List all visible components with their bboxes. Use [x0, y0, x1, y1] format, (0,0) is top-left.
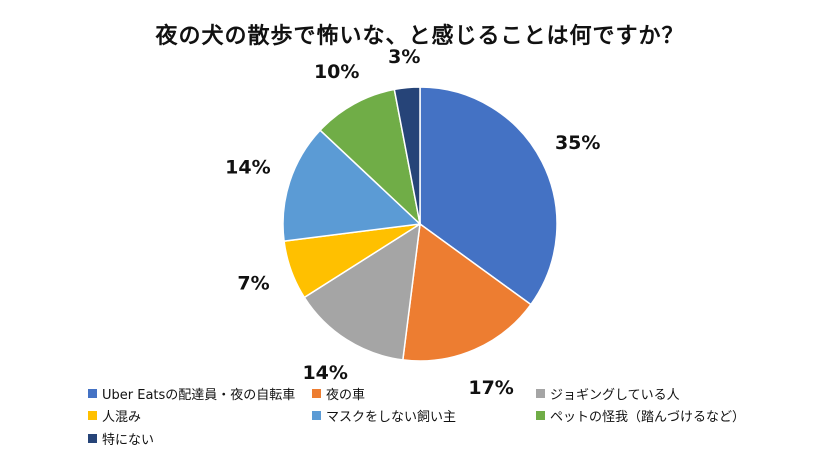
data-label-6: 10% [314, 61, 359, 83]
legend-label-1: Uber Eatsの配達員・夜の自転車 [102, 388, 296, 403]
data-label-5: 14% [225, 157, 270, 179]
data-label-1: 35% [555, 132, 600, 154]
legend-swatch-5 [312, 411, 321, 420]
chart-title: 夜の犬の散歩で怖いな、と感じることは何ですか？ [155, 24, 685, 49]
pie-slice-6 [319, 88, 422, 227]
data-label-4: 7% [237, 273, 269, 295]
pie-slice-5 [282, 129, 422, 243]
legend-item-1: Uber Eatsの配達員・夜の自転車 [88, 384, 295, 403]
data-label-7: 3% [388, 46, 420, 68]
legend-swatch-4 [88, 411, 97, 420]
legend-label-7: 特にない [102, 433, 155, 448]
legend-label-3: ジョギングしている人 [550, 388, 680, 403]
pie-slice-2 [401, 222, 532, 362]
legend-item-6: ペットの怪我（踏んづけるなど） [536, 406, 745, 425]
legend-label-5: マスクをしない飼い主 [326, 410, 457, 425]
data-label-2: 17% [468, 377, 513, 399]
legend-swatch-2 [312, 389, 321, 398]
legend-label-6: ペットの怪我（踏んづけるなど） [550, 410, 746, 425]
legend-swatch-3 [536, 389, 545, 398]
pie-slice-7 [393, 86, 421, 225]
legend-item-4: 人混み [88, 406, 141, 425]
data-label-3: 14% [302, 362, 347, 384]
legend-item-2: 夜の車 [312, 384, 365, 403]
legend-label-4: 人混み [102, 410, 142, 425]
legend-swatch-7 [88, 434, 97, 443]
legend-item-3: ジョギングしている人 [536, 384, 680, 403]
legend-swatch-6 [536, 411, 545, 420]
pie-slice-1 [419, 86, 558, 306]
legend-swatch-1 [88, 389, 97, 398]
legend-item-7: 特にない [88, 429, 154, 448]
legend-label-2: 夜の車 [326, 388, 366, 403]
pie-slice-3 [303, 222, 421, 361]
legend-item-5: マスクをしない飼い主 [312, 406, 456, 425]
